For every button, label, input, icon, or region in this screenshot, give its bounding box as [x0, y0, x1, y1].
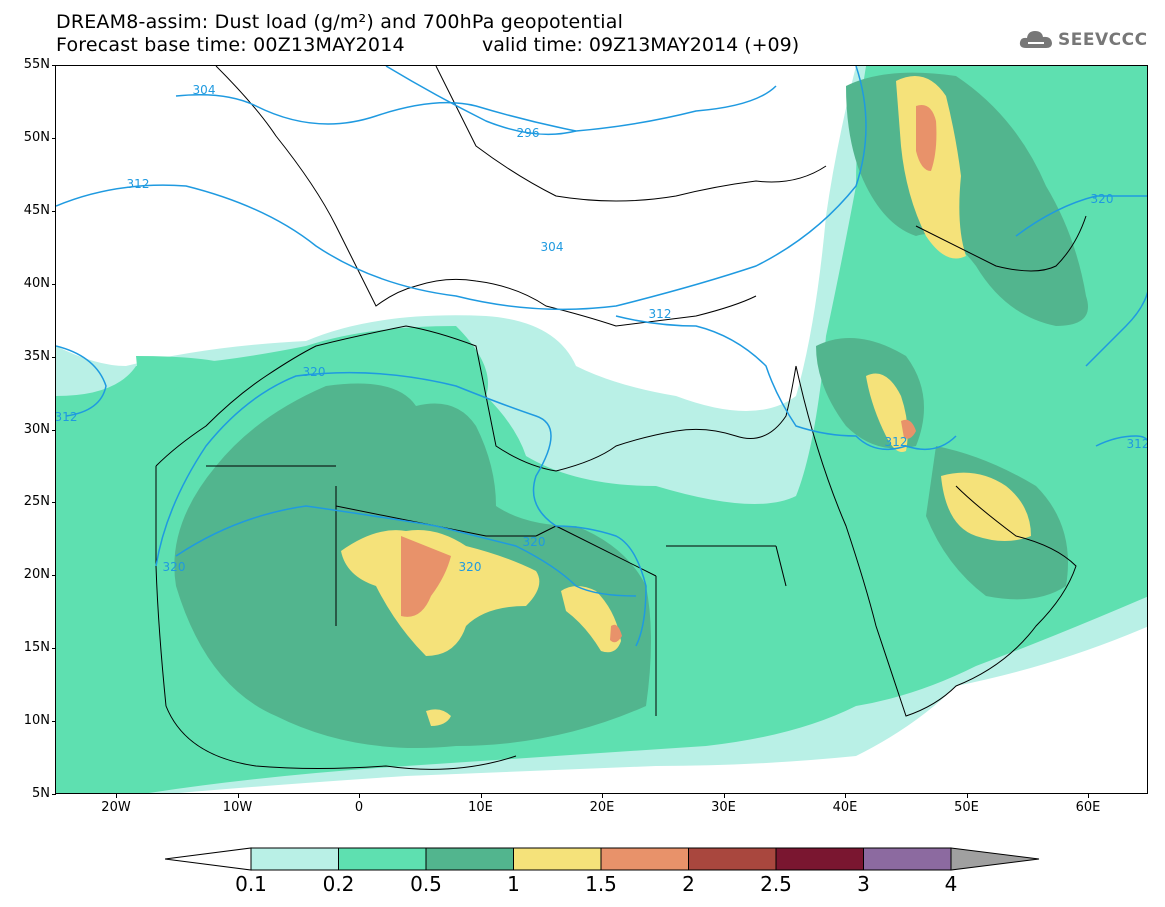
contour-label: 304: [193, 83, 216, 97]
dust-field-high: [341, 76, 1031, 726]
colorbar-level-label: 2.5: [760, 872, 792, 896]
colorbar-level-label: 0.1: [235, 872, 267, 896]
latitude-label: 10N: [23, 713, 50, 729]
seevccc-logo: SEEVCCC: [1018, 28, 1148, 52]
longitude-tick: [359, 794, 360, 798]
latitude-label: 45N: [23, 202, 50, 218]
colorbar-right-arrow: [950, 847, 1040, 871]
longitude-tick: [602, 794, 603, 798]
longitude-label: 20W: [101, 800, 131, 815]
latitude-label: 15N: [23, 640, 50, 656]
contour-label: 312: [1127, 437, 1148, 451]
coastline-lines: [155, 66, 1087, 770]
latitude-tick: [52, 502, 56, 504]
colorbar-left-arrow: [165, 847, 252, 871]
longitude-tick: [237, 794, 239, 798]
logo-text: SEEVCCC: [1058, 30, 1148, 50]
colorbar-level-label: 2: [682, 872, 695, 896]
latitude-tick: [52, 575, 56, 577]
forecast-base-time: Forecast base time: 00Z13MAY2014: [56, 34, 405, 56]
colorbar-cell: [250, 847, 339, 871]
colorbar-cell: [338, 847, 427, 871]
contour-label: 312: [127, 177, 150, 191]
latitude-label: 25N: [23, 494, 50, 510]
latitude-tick: [52, 65, 56, 66]
contour-label: 320: [459, 560, 482, 574]
latitude-tick: [52, 794, 56, 795]
longitude-label: 40E: [832, 800, 858, 815]
longitude-tick: [966, 794, 968, 798]
longitude-tick: [845, 794, 846, 798]
contour-label: 296: [517, 126, 540, 140]
latitude-label: 35N: [23, 348, 50, 364]
map-panel: 304 296 312 304 312 320 312 320 320 320 …: [55, 65, 1148, 794]
colorbar-cell: [600, 847, 689, 871]
longitude-label: 20E: [589, 800, 615, 815]
valid-time: valid time: 09Z13MAY2014 (+09): [482, 34, 800, 56]
cloud-icon: [1019, 31, 1052, 48]
contour-label: 304: [541, 240, 564, 254]
contour-label: 320: [163, 560, 186, 574]
contour-label: 320: [303, 365, 326, 379]
longitude-label: 10W: [222, 800, 253, 815]
map-title: DREAM8-assim: Dust load (g/m²) and 700hP…: [56, 11, 624, 33]
latitude-label: 40N: [23, 275, 50, 291]
latitude-tick: [52, 721, 56, 723]
colorbar: [165, 847, 1040, 871]
longitude-label: 0: [354, 800, 364, 815]
colorbar-level-label: 1: [507, 872, 520, 896]
dust-map: 304 296 312 304 312 320 312 320 320 320 …: [56, 66, 1148, 793]
colorbar-level-label: 4: [944, 872, 958, 896]
latitude-tick: [52, 137, 56, 139]
latitude-tick: [52, 356, 56, 358]
colorbar-cell: [775, 847, 864, 871]
colorbar-level-label: 0.5: [410, 872, 442, 896]
longitude-label: 10E: [468, 800, 493, 815]
latitude-tick: [52, 210, 56, 212]
contour-label: 312: [885, 435, 908, 449]
contour-label: 320: [1091, 192, 1114, 206]
contour-label: 312: [56, 410, 77, 424]
colorbar-level-label: 1.5: [585, 872, 617, 896]
colorbar-cell: [513, 847, 602, 871]
colorbar-cell: [688, 847, 777, 871]
geopotential-contours: [56, 66, 1147, 647]
longitude-tick: [1088, 794, 1089, 798]
latitude-label: 30N: [23, 421, 50, 437]
longitude-tick: [723, 794, 725, 798]
longitude-label: 50E: [954, 800, 979, 815]
colorbar-cell: [425, 847, 514, 871]
colorbar-level-label: 0.2: [322, 872, 355, 896]
longitude-tick: [480, 794, 482, 798]
contour-label: 320: [523, 535, 546, 549]
colorbar-level-label: 3: [857, 872, 870, 896]
latitude-tick: [52, 283, 56, 285]
latitude-label: 50N: [23, 129, 50, 145]
contour-label-group: 304 296 312 304 312 320 312 320 320 320 …: [56, 83, 1148, 574]
contour-label: 312: [649, 307, 672, 321]
colorbar-cell: [863, 847, 952, 871]
longitude-label: 60E: [1075, 800, 1101, 815]
longitude-label: 30E: [711, 800, 736, 815]
latitude-label: 20N: [23, 567, 50, 583]
dust-field-very-high: [401, 105, 937, 643]
latitude-tick: [52, 648, 56, 650]
latitude-label: 5N: [32, 786, 50, 801]
latitude-tick: [52, 429, 56, 431]
latitude-label: 55N: [23, 57, 50, 72]
longitude-tick: [116, 794, 117, 798]
